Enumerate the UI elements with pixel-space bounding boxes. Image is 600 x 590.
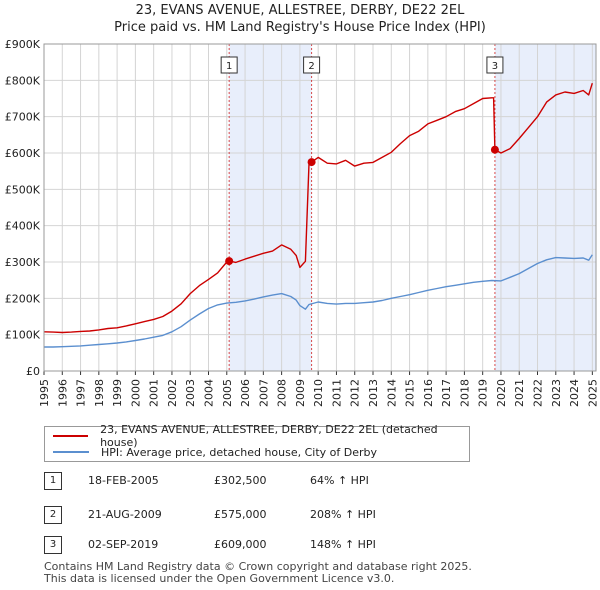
x-tick-label: 2003 bbox=[184, 379, 197, 407]
x-tick-label: 2015 bbox=[404, 379, 417, 407]
sale-row: 3 02-SEP-2019 £609,000 148% ↑ HPI bbox=[44, 536, 464, 554]
legend-swatch-property bbox=[53, 435, 89, 437]
series-line-property bbox=[43, 82, 593, 334]
x-tick-label: 1998 bbox=[93, 379, 106, 407]
sale-number-badge: 3 bbox=[44, 536, 62, 554]
x-tick-label: 2020 bbox=[495, 379, 508, 407]
x-tick-label: 2007 bbox=[257, 379, 270, 407]
sale-hpi-change: 148% ↑ HPI bbox=[310, 538, 376, 551]
line-chart: £0 £100K £200K £300K £400K £500K £600K £700K £80… bbox=[5, 38, 600, 407]
y-tick-label: £100K bbox=[5, 329, 41, 342]
sale-marker-label: 2 bbox=[308, 61, 314, 72]
x-tick-label: 2023 bbox=[550, 379, 563, 407]
x-tick-label: 2004 bbox=[203, 379, 216, 407]
sale-date: 18-FEB-2005 bbox=[88, 474, 159, 487]
legend-item-hpi: HPI: Average price, detached house, City… bbox=[53, 444, 377, 460]
sale-price: £575,000 bbox=[214, 508, 267, 521]
x-tick-label: 1997 bbox=[75, 379, 88, 407]
x-tick-label: 2014 bbox=[385, 379, 398, 407]
sale-marker-box bbox=[220, 56, 238, 74]
sale-number-badge: 1 bbox=[44, 472, 62, 490]
chart-title-block: 23, EVANS AVENUE, ALLESTREE, DERBY, DE22… bbox=[0, 2, 600, 36]
legend-label-hpi: HPI: Average price, detached house, City… bbox=[101, 445, 378, 459]
y-tick-label: £700K bbox=[5, 111, 41, 124]
sale-marker-label: 3 bbox=[492, 61, 498, 72]
y-tick-label: £900K bbox=[5, 38, 41, 51]
legend-swatch-hpi bbox=[53, 451, 89, 453]
sale-marker-box bbox=[303, 56, 321, 74]
sale-price: £302,500 bbox=[214, 474, 267, 487]
legend: 23, EVANS AVENUE, ALLESTREE, DERBY, DE22… bbox=[44, 423, 470, 462]
x-tick-label: 2001 bbox=[148, 379, 161, 407]
y-tick-label: £0 bbox=[26, 365, 40, 378]
y-tick-label: £600K bbox=[5, 147, 41, 160]
sale-price: £609,000 bbox=[214, 538, 267, 551]
x-tick-label: 1996 bbox=[56, 379, 69, 407]
x-tick-label: 2018 bbox=[458, 379, 471, 407]
x-tick-label: 2025 bbox=[586, 379, 599, 407]
chart-subtitle: Price paid vs. HM Land Registry's House … bbox=[114, 20, 486, 35]
x-tick-label: 2009 bbox=[294, 379, 307, 407]
x-tick-label: 1995 bbox=[38, 379, 51, 407]
x-tick-label: 2021 bbox=[513, 379, 526, 407]
x-tick-label: 2019 bbox=[477, 379, 490, 407]
x-tick-label: 2013 bbox=[367, 379, 380, 407]
y-tick-label: £400K bbox=[5, 220, 41, 233]
x-tick-label: 2016 bbox=[422, 379, 435, 407]
x-tick-label: 2024 bbox=[568, 379, 581, 407]
sale-date: 21-AUG-2009 bbox=[88, 508, 162, 521]
x-tick-label: 2008 bbox=[276, 379, 289, 407]
x-tick-label: 2011 bbox=[330, 379, 343, 407]
x-tick-label: 2012 bbox=[349, 379, 362, 407]
sale-hpi-change: 208% ↑ HPI bbox=[310, 508, 376, 521]
x-tick-label: 2005 bbox=[221, 379, 234, 407]
x-tick-label: 2022 bbox=[532, 379, 545, 407]
x-tick-label: 1999 bbox=[111, 379, 124, 407]
x-tick-label: 2017 bbox=[440, 379, 453, 407]
y-tick-label: £800K bbox=[5, 74, 41, 87]
y-tick-label: £300K bbox=[5, 256, 41, 269]
x-tick-label: 2006 bbox=[239, 379, 252, 407]
sale-point bbox=[307, 158, 316, 167]
sale-hpi-change: 64% ↑ HPI bbox=[310, 474, 369, 487]
footer-license: This data is licensed under the Open Gov… bbox=[44, 572, 395, 585]
x-tick-label: 2000 bbox=[129, 379, 142, 407]
shaded-span bbox=[229, 44, 312, 371]
shaded-span bbox=[494, 44, 596, 371]
footer-copyright: Contains HM Land Registry data © Crown c… bbox=[44, 560, 472, 573]
series-line-hpi bbox=[44, 254, 593, 348]
chart-title: 23, EVANS AVENUE, ALLESTREE, DERBY, DE22… bbox=[135, 3, 465, 18]
sale-marker-box bbox=[486, 56, 504, 74]
sale-date: 02-SEP-2019 bbox=[88, 538, 159, 551]
y-tick-label: £500K bbox=[5, 183, 41, 196]
x-tick-label: 2010 bbox=[312, 379, 325, 407]
y-tick-label: £200K bbox=[5, 292, 41, 305]
sale-marker-label: 1 bbox=[226, 61, 232, 72]
sale-row: 2 21-AUG-2009 £575,000 208% ↑ HPI bbox=[44, 506, 464, 524]
footer: Contains HM Land Registry data © Crown c… bbox=[44, 561, 472, 585]
x-tick-label: 2002 bbox=[166, 379, 179, 407]
sale-row: 1 18-FEB-2005 £302,500 64% ↑ HPI bbox=[44, 472, 464, 490]
sale-point bbox=[225, 257, 234, 266]
sale-number-badge: 2 bbox=[44, 506, 62, 524]
legend-label-property: 23, EVANS AVENUE, ALLESTREE, DERBY, DE22… bbox=[100, 423, 438, 449]
plot-border bbox=[43, 43, 597, 372]
legend-item-property: 23, EVANS AVENUE, ALLESTREE, DERBY, DE22… bbox=[53, 423, 469, 449]
sale-point bbox=[490, 145, 499, 154]
